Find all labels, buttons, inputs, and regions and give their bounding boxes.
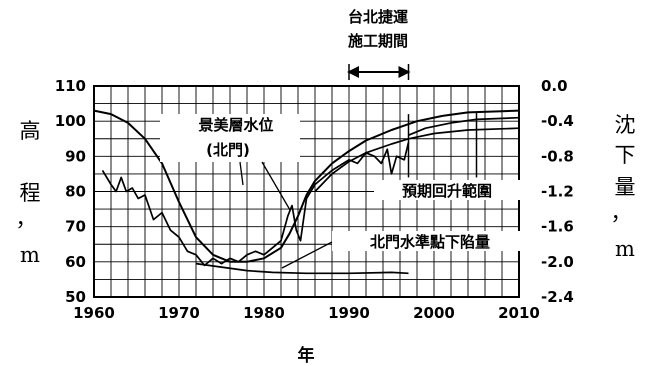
predicted-label-bg bbox=[374, 180, 520, 200]
predicted-label: 預期回升範圍 bbox=[402, 182, 492, 200]
y-right-label: 沈 下 量 ， m bbox=[611, 113, 636, 261]
y-right-tick-label: -2.4 bbox=[541, 288, 574, 306]
x-axis-label: 年 bbox=[298, 345, 315, 366]
x-tick-label: 2010 bbox=[498, 304, 540, 322]
y-right-label-char: ， bbox=[611, 201, 632, 225]
y-right-tick-label: -0.8 bbox=[541, 147, 574, 165]
groundwater-label-line1: 景美層水位 bbox=[198, 116, 273, 134]
y-left-tick-label: 100 bbox=[55, 112, 86, 130]
y-left-tick-label: 110 bbox=[55, 77, 86, 95]
groundwater-annotation: 景美層水位 (北門) bbox=[160, 114, 300, 211]
y-right-tick-label: -1.6 bbox=[541, 218, 574, 236]
y-right-tick-label: -0.4 bbox=[541, 112, 574, 130]
y-left-tick-label: 50 bbox=[65, 288, 86, 306]
predicted-annotation: 預期回升範圍 bbox=[374, 180, 520, 200]
subsidence-label: 北門水準點下陷量 bbox=[370, 233, 490, 251]
construction-annotation: 台北捷運 施工期間 bbox=[347, 8, 411, 78]
x-tick-label: 1980 bbox=[243, 304, 285, 322]
subsidence-label-bg bbox=[332, 231, 528, 251]
x-tick-label: 1970 bbox=[158, 304, 200, 322]
y-left-label-char: ， bbox=[16, 207, 37, 231]
y-right-tick-label: 0.0 bbox=[541, 77, 568, 95]
construction-label-line2: 施工期間 bbox=[348, 32, 408, 50]
y-left-tick-label: 80 bbox=[65, 183, 86, 201]
series-line-1 bbox=[93, 109, 520, 263]
y-right-label-char: m bbox=[615, 237, 635, 261]
y-right-label-char: 沈 bbox=[615, 113, 636, 137]
groundwater-leader-2 bbox=[239, 161, 244, 186]
y-left-label-char: m bbox=[20, 243, 40, 267]
groundwater-label-line2: (北門) bbox=[206, 141, 250, 159]
series-line-5 bbox=[408, 116, 520, 136]
x-tick-label: 1960 bbox=[73, 304, 115, 322]
x-tick-label: 2000 bbox=[413, 304, 455, 322]
series-layer bbox=[93, 109, 520, 275]
tick-labels: 1960 1970 1980 1990 2000 2010 50 60 70 80 90 100 110… bbox=[55, 77, 574, 322]
y-right-tick-label: -1.2 bbox=[541, 183, 574, 201]
y-left-tick-label: 60 bbox=[65, 253, 86, 271]
series-line-3 bbox=[195, 262, 409, 275]
subsidence-leader bbox=[281, 241, 333, 269]
y-left-tick-label: 70 bbox=[65, 218, 86, 236]
y-right-tick-label: -2.0 bbox=[541, 253, 574, 271]
y-right-label-char: 下 bbox=[615, 143, 636, 167]
x-tick-label: 1990 bbox=[328, 304, 370, 322]
y-right-label-char: 量 bbox=[615, 175, 636, 199]
groundwater-leader bbox=[261, 161, 291, 211]
series-line-4 bbox=[314, 127, 520, 193]
y-left-label: 高 程 ， m bbox=[16, 119, 41, 267]
y-left-label-char: 程 bbox=[20, 181, 41, 205]
subsidence-annotation: 北門水準點下陷量 bbox=[281, 231, 528, 269]
construction-label-line1: 台北捷運 bbox=[348, 8, 409, 26]
y-left-tick-label: 90 bbox=[65, 147, 86, 165]
y-left-label-char: 高 bbox=[20, 119, 41, 143]
groundwater-label-bg bbox=[160, 114, 300, 162]
